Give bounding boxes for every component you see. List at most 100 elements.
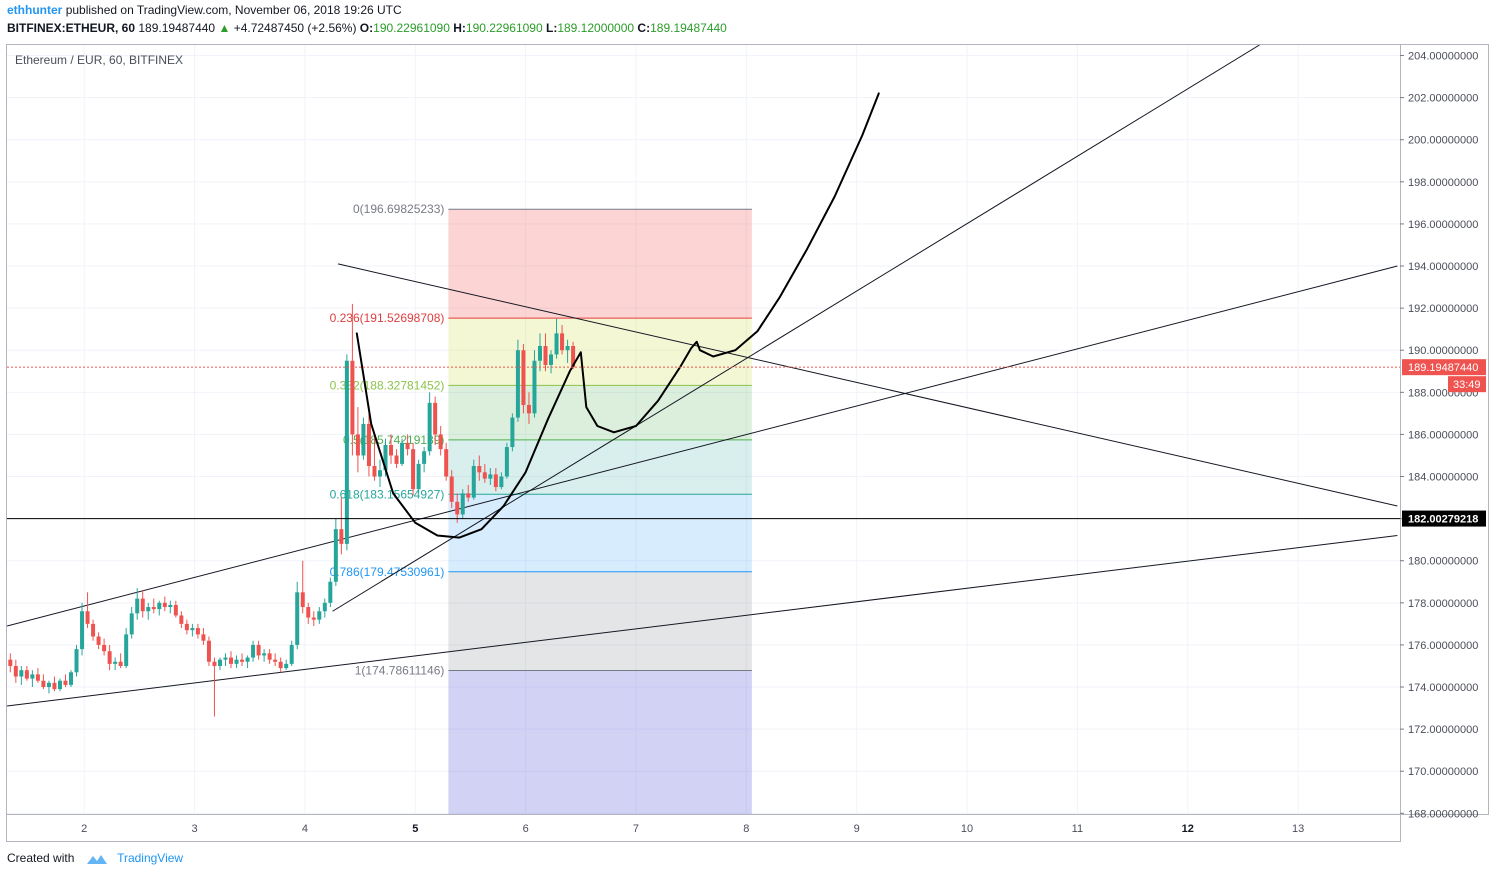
candle-body xyxy=(102,644,107,652)
symbol-label: BITFINEX:ETHEUR, 60 xyxy=(7,21,136,35)
price-axis[interactable] xyxy=(1400,44,1489,815)
candle-body xyxy=(184,623,189,631)
fib-level-label: 0(196.69825233) xyxy=(353,202,444,216)
fib-zone xyxy=(448,385,752,440)
candle-body xyxy=(267,653,272,660)
candle-body xyxy=(455,501,460,515)
candle-body xyxy=(477,466,482,473)
low-label: L: xyxy=(546,21,558,35)
candle-body xyxy=(350,360,355,435)
chart-title: Ethereum / EUR, 60, BITFINEX xyxy=(15,53,183,67)
y-tick-label: 184.00000000 xyxy=(1408,472,1478,484)
candle-body xyxy=(499,476,504,488)
candle-body xyxy=(190,628,195,631)
axis-badges: 189.19487440 33:49 182.00279218 xyxy=(1402,359,1486,527)
candle-body xyxy=(195,628,200,635)
fib-retracement[interactable]: 0(196.69825233) 0.236(191.52698708) 0.382(… xyxy=(330,202,752,835)
candle-body xyxy=(289,644,294,664)
fib-zone xyxy=(448,439,752,495)
current-price-badge-label: 189.19487440 xyxy=(1408,362,1478,374)
candle-body xyxy=(466,493,471,498)
countdown-badge xyxy=(1448,376,1486,393)
high-value: 190.22961090 xyxy=(465,21,543,35)
candlestick-series xyxy=(8,303,576,717)
created-with-text: Created with xyxy=(7,851,75,865)
price-lines xyxy=(7,366,1400,520)
fib-zone xyxy=(448,670,752,835)
candle-body xyxy=(46,682,51,688)
candle-body xyxy=(549,354,554,365)
candle-body xyxy=(168,604,173,608)
candle-body xyxy=(201,634,206,641)
candle-body xyxy=(118,661,123,666)
fib-zone xyxy=(448,571,752,671)
plot-area[interactable] xyxy=(6,44,1401,815)
candle-body xyxy=(311,617,316,620)
candle-body xyxy=(339,529,344,544)
y-tick-label: 178.00000000 xyxy=(1408,598,1478,610)
candle-body xyxy=(532,360,537,414)
fib-zone xyxy=(448,494,752,572)
tradingview-link[interactable]: TradingView xyxy=(117,851,184,865)
candle-body xyxy=(355,434,360,456)
cup-handle-path xyxy=(355,92,880,539)
y-tick-label: 186.00000000 xyxy=(1408,429,1478,441)
candle-body xyxy=(74,649,79,673)
candle-body xyxy=(366,423,371,466)
y-tick-label: 204.00000000 xyxy=(1408,51,1478,63)
x-tick-label: 4 xyxy=(302,823,308,835)
y-tick-label: 196.00000000 xyxy=(1408,219,1478,231)
candle-body xyxy=(571,346,576,368)
candle-body xyxy=(405,442,410,450)
candle-body xyxy=(427,402,432,452)
x-tick-label: 7 xyxy=(633,823,639,835)
candle-body xyxy=(30,674,35,679)
trendline xyxy=(7,534,1398,707)
trendline xyxy=(7,265,1398,627)
candle-body xyxy=(35,674,40,681)
current-price-badge xyxy=(1402,359,1486,376)
up-arrow-icon: ▲ xyxy=(218,21,231,35)
candle-body xyxy=(129,613,134,635)
y-tick-label: 174.00000000 xyxy=(1408,682,1478,694)
y-tick-label: 194.00000000 xyxy=(1408,261,1478,273)
x-tick-label: 3 xyxy=(192,823,198,835)
candle-body xyxy=(273,659,278,662)
candle-body xyxy=(96,636,101,645)
candle-body xyxy=(8,659,13,666)
candle-body xyxy=(212,661,217,666)
trendlines[interactable] xyxy=(7,45,1398,707)
candle-body xyxy=(206,640,211,662)
hand-drawing[interactable] xyxy=(355,92,880,539)
candle-body xyxy=(554,333,559,355)
low-value: 189.12000000 xyxy=(557,21,635,35)
candle-body xyxy=(300,592,305,608)
price-change: +4.72487450 (+2.56%) xyxy=(233,21,357,35)
x-tick-label: 5 xyxy=(412,823,418,835)
candle-body xyxy=(482,472,487,479)
candle-body xyxy=(416,463,421,490)
candle-body xyxy=(69,672,74,685)
candle-body xyxy=(526,404,531,414)
candle-body xyxy=(85,611,90,624)
candle-body xyxy=(229,657,234,664)
candle-body xyxy=(234,659,239,664)
candle-body xyxy=(322,602,327,612)
x-tick-label: 8 xyxy=(743,823,749,835)
candle-body xyxy=(438,434,443,450)
y-tick-label: 200.00000000 xyxy=(1408,135,1478,147)
author-link[interactable]: ethhunter xyxy=(7,3,63,17)
time-axis[interactable] xyxy=(6,814,1401,842)
candle-body xyxy=(162,602,167,608)
candle-body xyxy=(24,670,29,679)
candle-body xyxy=(223,657,228,660)
candle-body xyxy=(240,659,245,662)
candle-body xyxy=(151,607,156,610)
y-tick-label: 168.00000000 xyxy=(1408,808,1478,820)
publish-info: ethhunter published on TradingView.com, … xyxy=(7,3,402,17)
last-price: 189.19487440 xyxy=(138,21,216,35)
candle-body xyxy=(306,607,311,618)
y-tick-label: 198.00000000 xyxy=(1408,177,1478,189)
candle-body xyxy=(256,644,261,656)
